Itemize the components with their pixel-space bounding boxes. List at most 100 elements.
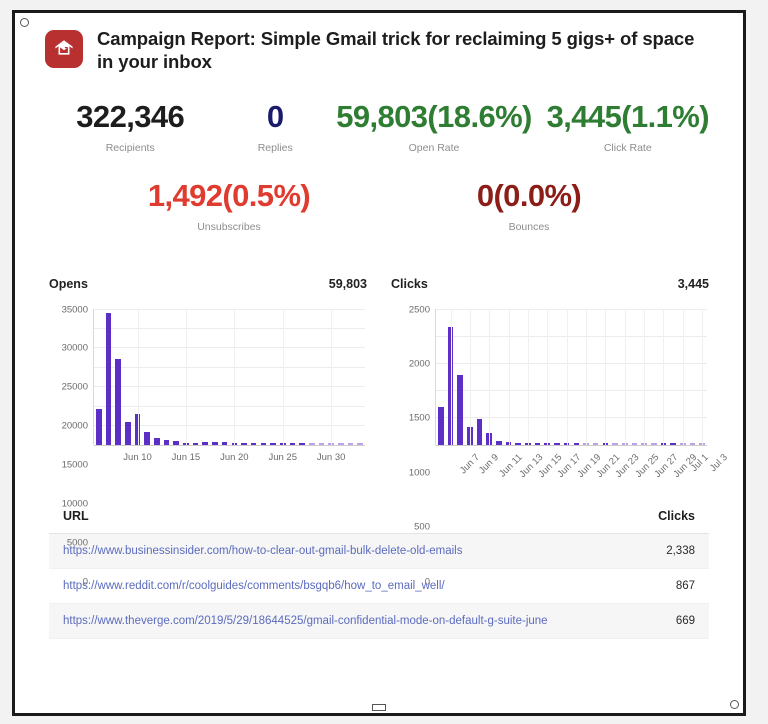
chart-gridline: 2500	[409, 304, 707, 315]
chart-bar[interactable]	[583, 443, 589, 445]
chart-y-axis-tick: 1500	[408, 412, 430, 424]
chart-bar[interactable]	[525, 443, 531, 445]
chart-bar[interactable]	[163, 439, 170, 445]
table-cell-url-link[interactable]: https://www.businessinsider.com/how-to-c…	[63, 544, 463, 557]
table-row[interactable]: https://www.businessinsider.com/how-to-c…	[49, 533, 709, 569]
stat-bounces-value: 0(0.0%)	[476, 177, 582, 213]
chart-bar[interactable]	[115, 358, 121, 445]
charts-section: Opens 59,803 0 5000 10000 15000 20000 2500 0 30…	[15, 276, 743, 588]
chart-title-clicks: Clicks	[391, 276, 428, 291]
chart-bar[interactable]	[134, 414, 141, 445]
chart-bar[interactable]	[554, 443, 560, 445]
chart-bar[interactable]	[660, 443, 667, 445]
chart-total-opens: 59,803	[328, 276, 367, 291]
chart-bar[interactable]	[105, 312, 112, 445]
chart-bar[interactable]	[347, 443, 354, 445]
chart-bar[interactable]	[125, 422, 131, 445]
chart-bar[interactable]	[592, 443, 599, 445]
chart-gridline: 15000	[62, 386, 365, 470]
chart-bar[interactable]	[144, 431, 151, 445]
chart-bar[interactable]	[631, 443, 638, 445]
chart-vertical-gridline	[624, 308, 626, 445]
stat-open-rate-value: 59,803(18.6%)	[336, 99, 532, 135]
chart-bar[interactable]	[250, 443, 257, 445]
chart-y-axis-tick: 5000	[66, 537, 88, 549]
stat-replies: 0 Replies	[220, 99, 330, 154]
chart-vertical-gridline	[547, 308, 549, 445]
chart-bar[interactable]	[173, 441, 180, 445]
window-resize-handle-bottom-right[interactable]	[730, 700, 739, 709]
chart-body-opens: 0 5000 10000 15000 20000 25000 30000 35000 Jun 1…	[49, 304, 367, 587]
chart-bar[interactable]	[221, 442, 228, 445]
chart-y-axis-tick: 35000	[61, 304, 88, 316]
window-resize-handle-bottom-center[interactable]	[372, 704, 386, 711]
chart-bar[interactable]	[467, 427, 473, 445]
chart-total-clicks: 3,445	[677, 276, 709, 291]
browser-window: Campaign Report: Simple Gmail trick for …	[12, 10, 746, 716]
chart-bar[interactable]	[447, 327, 454, 445]
chart-bar[interactable]	[689, 443, 696, 445]
chart-bar[interactable]	[289, 443, 296, 445]
chart-bar[interactable]	[544, 442, 551, 445]
chart-x-axis-tick: Jun 15	[171, 451, 201, 463]
chart-bar[interactable]	[515, 442, 522, 445]
stat-recipients-value: 322,346	[76, 99, 185, 135]
stat-unsubscribes-value: 1,492(0.5%)	[147, 177, 311, 213]
stat-unsubscribes-label: Unsubscribes	[197, 220, 261, 233]
chart-vertical-gridline	[663, 308, 665, 445]
stat-open-rate-label: Open Rate	[408, 141, 460, 154]
chart-bar[interactable]	[308, 443, 315, 445]
chart-gridline: 20000	[62, 366, 365, 432]
chart-bar[interactable]	[496, 440, 502, 445]
chart-vertical-gridline	[605, 308, 607, 445]
chart-y-axis-tick: 10000	[61, 498, 88, 510]
chart-bar[interactable]	[318, 443, 325, 445]
stat-bounces-label: Bounces	[508, 220, 550, 233]
chart-bar[interactable]	[670, 443, 676, 445]
chart-y-axis-tick: 30000	[61, 342, 88, 354]
chart-bar[interactable]	[679, 443, 686, 445]
chart-bar[interactable]	[337, 443, 344, 445]
chart-y-axis-tick: 0	[82, 576, 88, 588]
stats-row-secondary: 1,492(0.5%) Unsubscribes 0(0.0%) Bounces	[15, 178, 743, 233]
chart-bar[interactable]	[328, 443, 334, 445]
stat-click-rate-value: 3,445(1.1%)	[546, 99, 710, 135]
chart-bar[interactable]	[563, 443, 570, 445]
chart-bar[interactable]	[602, 443, 609, 445]
stat-replies-label: Replies	[257, 141, 293, 154]
stat-unsubscribes: 1,492(0.5%) Unsubscribes	[79, 178, 379, 233]
chart-bar[interactable]	[154, 437, 160, 445]
chart-bar[interactable]	[212, 441, 218, 445]
chart-y-axis-tick: 0	[424, 576, 430, 588]
chart-bar[interactable]	[650, 443, 657, 445]
chart-bar[interactable]	[96, 408, 102, 445]
chart-bar[interactable]	[457, 374, 463, 445]
stat-replies-value: 0	[266, 99, 284, 135]
chart-bar[interactable]	[573, 443, 580, 445]
chart-plot-opens: 0 5000 10000 15000 20000 25000 30000 35000 Jun 1…	[62, 304, 365, 587]
chart-bar[interactable]	[357, 443, 363, 445]
table-cell-url-link[interactable]: https://www.reddit.com/r/coolguides/comm…	[63, 579, 445, 592]
table-row[interactable]: https://www.theverge.com/2019/5/29/18644…	[49, 603, 709, 639]
chart-bar[interactable]	[202, 442, 209, 445]
chart-bar[interactable]	[241, 443, 247, 445]
chart-bar[interactable]	[270, 443, 276, 445]
chart-bar[interactable]	[699, 443, 705, 445]
chart-vertical-gridline	[702, 308, 704, 445]
table-row[interactable]: https://www.reddit.com/r/coolguides/comm…	[49, 569, 709, 604]
chart-bar[interactable]	[299, 443, 305, 445]
chart-bar[interactable]	[438, 407, 444, 445]
chart-y-axis-tick: 1000	[408, 467, 430, 479]
chart-bar[interactable]	[260, 443, 267, 445]
window-resize-handle-top-left[interactable]	[20, 18, 29, 27]
chart-bar[interactable]	[183, 442, 189, 445]
chart-bar[interactable]	[476, 418, 483, 445]
chart-bar[interactable]	[612, 443, 618, 445]
chart-gridline: 30000	[62, 327, 365, 354]
chart-header-opens: Opens 59,803	[49, 277, 367, 295]
table-cell-url-link[interactable]: https://www.theverge.com/2019/5/29/18644…	[63, 614, 548, 627]
chart-vertical-gridline	[331, 308, 333, 445]
chart-vertical-gridline	[586, 308, 588, 445]
chart-bar[interactable]	[192, 442, 199, 445]
chart-bar[interactable]	[534, 443, 541, 445]
